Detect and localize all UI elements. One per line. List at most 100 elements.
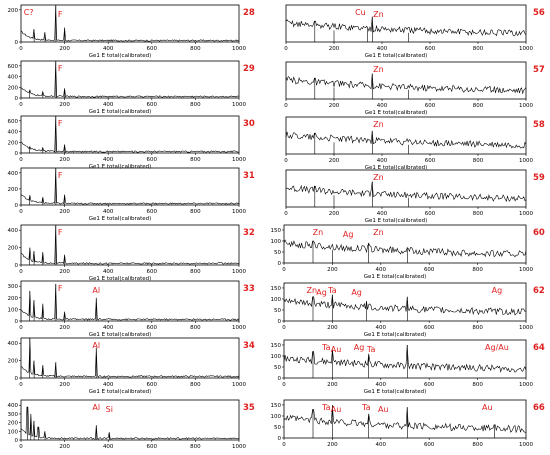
x-tick-label: 600 (147, 157, 158, 163)
peak-annotation: Si (106, 405, 113, 414)
x-tick-label: 800 (472, 325, 483, 331)
spectrum-panel-56: 0 200 400 600 800 1000 Cu Zn 56 Ge1 E total(calib… (284, 4, 545, 59)
peak-annotation: Ta (366, 345, 376, 354)
run-id-label: 60 (533, 228, 545, 238)
x-axis-label: Ge1 E total(calibrated) (364, 332, 427, 338)
spectrum-panel-28: 0 200 400 600 800 1000 0 200 C? F 28 Ge1 E total(ca… (8, 4, 255, 59)
run-id-label: 59 (533, 173, 545, 183)
plot-frame (285, 4, 527, 43)
plot-frame (20, 399, 240, 441)
plot-frame (283, 224, 527, 264)
peak-annotation: Ag (354, 343, 365, 352)
x-tick-label: 800 (190, 325, 201, 331)
spectrum-trace (283, 344, 527, 378)
y-tick-label: 50 (274, 250, 281, 256)
x-tick-label: 1000 (232, 157, 246, 163)
x-tick-label: 1000 (519, 158, 533, 164)
x-tick-label: 200 (59, 325, 70, 331)
y-tick-label: 0 (15, 151, 19, 157)
x-axis-label: Ge1 E total(calibrated) (89, 389, 152, 395)
x-tick-label: 200 (59, 444, 70, 450)
peak-annotation: F (58, 284, 63, 293)
run-id-label: 29 (243, 64, 255, 74)
x-tick-label: 800 (190, 102, 201, 108)
x-tick-label: 200 (327, 267, 338, 273)
peak-annotation: Au (482, 403, 493, 412)
x-tick-label: 600 (147, 444, 158, 450)
x-tick-label: 1000 (519, 382, 533, 388)
plot-frame (20, 337, 240, 379)
x-tick-label: 200 (59, 209, 70, 215)
x-tick-label: 400 (377, 103, 388, 109)
x-axis-label: Ge1 E total(calibrated) (365, 110, 428, 116)
x-tick-label: 800 (190, 46, 201, 52)
spectrum-trace (21, 337, 240, 378)
spectrum-panel-31: 0 200 400 600 800 1000 0 200 400 F 31 Ge1 E total(c… (8, 167, 255, 222)
y-tick-label: 100 (8, 429, 19, 435)
y-tick-label: 400 (8, 75, 19, 81)
y-tick-label: 400 (8, 228, 19, 234)
peak-annotation: Ta (321, 403, 331, 412)
peak-annotation: Ta (327, 286, 337, 295)
x-tick-label: 0 (284, 211, 288, 217)
x-tick-label: 400 (103, 157, 114, 163)
spectrum-panel-59: 0 200 400 600 800 1000 Zn 59 Ge1 E total(calibra… (284, 169, 545, 224)
peak-annotation: Al (92, 341, 100, 350)
y-tick-label: 400 (8, 171, 19, 177)
y-tick-label: 150 (271, 403, 282, 409)
spectrum-trace (20, 60, 240, 98)
x-tick-label: 200 (327, 325, 338, 331)
x-tick-label: 1000 (519, 103, 533, 109)
x-tick-label: 400 (376, 382, 387, 388)
x-tick-label: 0 (282, 442, 286, 448)
run-id-label: 56 (533, 8, 545, 18)
spectrum-trace (285, 130, 527, 154)
y-tick-label: 100 (271, 354, 282, 360)
y-tick-label: 150 (271, 228, 282, 234)
y-tick-label: 200 (8, 140, 19, 146)
x-tick-label: 600 (425, 158, 436, 164)
x-tick-label: 800 (190, 444, 201, 450)
peak-annotation: Zn (373, 10, 384, 19)
x-tick-label: 400 (103, 209, 114, 215)
peak-annotation: Zn (373, 173, 384, 182)
plot-frame (285, 169, 527, 208)
x-tick-label: 1000 (232, 269, 246, 275)
run-id-label: 30 (243, 119, 255, 129)
peak-annotation: Zn (373, 228, 384, 237)
x-tick-label: 600 (425, 46, 436, 52)
x-tick-label: 800 (472, 267, 483, 273)
y-tick-label: 300 (8, 412, 19, 418)
x-tick-label: 200 (329, 46, 340, 52)
x-tick-label: 800 (190, 269, 201, 275)
y-tick-label: 100 (271, 297, 282, 303)
x-tick-label: 0 (19, 269, 23, 275)
y-tick-label: 200 (8, 246, 19, 252)
y-tick-label: 0 (15, 263, 19, 269)
peak-annotation: F (58, 10, 63, 19)
x-tick-label: 400 (377, 211, 388, 217)
x-tick-label: 1000 (519, 46, 533, 52)
y-tick-label: 0 (278, 319, 282, 325)
x-tick-label: 0 (19, 46, 23, 52)
y-tick-label: 400 (8, 341, 19, 347)
y-tick-label: 100 (8, 307, 19, 313)
x-tick-label: 200 (59, 382, 70, 388)
spectrum-panel-32: 0 200 400 600 800 1000 0 200 400 F 32 Ge1 E total(c… (8, 224, 255, 282)
spectrum-panel-57: 0 200 400 600 800 1000 Zn 57 Ge1 E total(calibra… (284, 61, 545, 116)
spectrum-panel-30: 0 200 400 600 800 1000 0 200 400 600 F 30 Ge1 E tota… (8, 115, 255, 170)
plot-frame (283, 282, 527, 322)
spectrum-trace (20, 167, 240, 205)
y-tick-label: 0 (278, 261, 282, 267)
x-tick-label: 600 (424, 382, 435, 388)
x-tick-label: 400 (103, 46, 114, 52)
y-tick-label: 100 (271, 414, 282, 420)
x-tick-label: 800 (473, 158, 484, 164)
x-tick-label: 1000 (232, 209, 246, 215)
plot-frame (20, 115, 240, 154)
spectrum-panel-34: 0 200 400 600 800 1000 0 200 400 Al 34 Ge1 E total(… (8, 337, 255, 395)
y-tick-label: 0 (278, 436, 282, 442)
x-tick-label: 400 (103, 102, 114, 108)
